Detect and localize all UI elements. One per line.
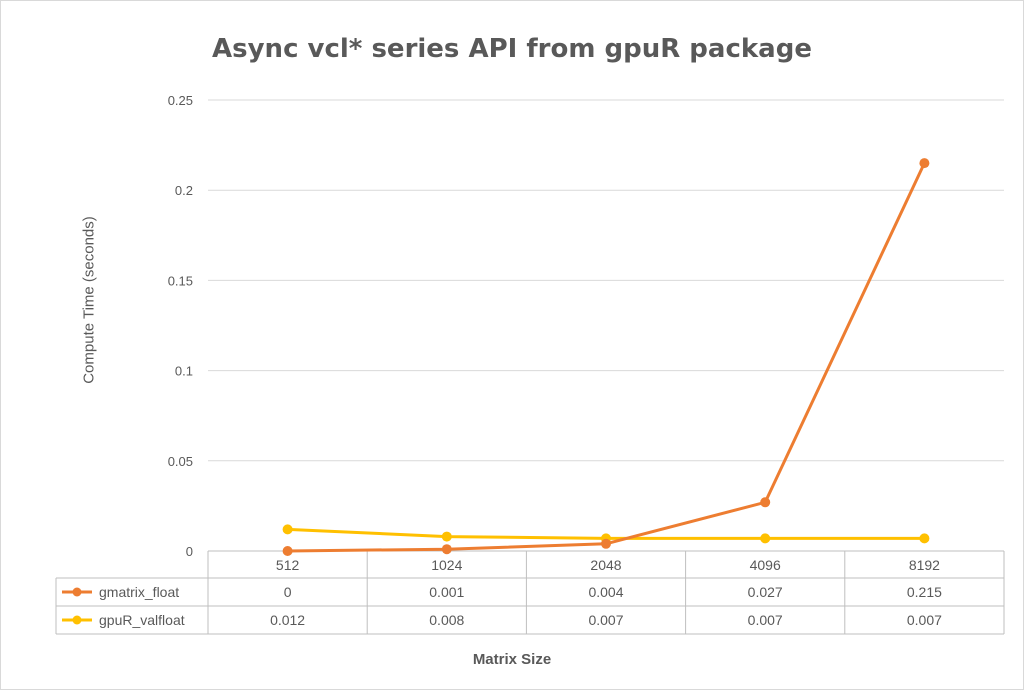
x-axis-label: Matrix Size [472, 651, 552, 668]
data-point [282, 546, 293, 556]
table-cell: 0.215 [907, 584, 942, 600]
x-tick-label: 2048 [590, 557, 621, 573]
table-cell: 0.012 [270, 612, 305, 628]
y-tick-labels: 0 0.05 0.1 0.15 0.2 0.25 [168, 93, 193, 559]
table-cell: 0 [284, 584, 292, 600]
legend-label: gpuR_valfloat [99, 612, 185, 628]
legend-marker [72, 587, 82, 597]
table-cell: 0.004 [588, 584, 623, 600]
legend-marker [72, 615, 82, 625]
table-cell: 0.007 [907, 612, 942, 628]
series-points [282, 158, 930, 556]
y-tick-label: 0.15 [168, 273, 193, 288]
data-point [760, 533, 771, 544]
data-point [441, 531, 452, 542]
table-cell: 0.001 [429, 584, 464, 600]
legend-label: gmatrix_float [99, 584, 179, 600]
y-tick-label: 0.05 [168, 454, 193, 469]
table-cell: 0.027 [748, 584, 783, 600]
x-tick-label: 512 [276, 557, 300, 573]
y-tick-label: 0.1 [175, 364, 193, 379]
y-tick-label: 0 [186, 544, 193, 559]
series-line [287, 162, 926, 553]
table-cell: 0.007 [748, 612, 783, 628]
data-point [919, 158, 930, 169]
data-point [760, 497, 771, 508]
data-table: 512 1024 2048 4096 8192 gmatrix_float 0 0.001 0.… [55, 550, 1005, 635]
chart-title: Async vcl* series API from gpuR package [212, 34, 812, 64]
y-tick-label: 0.2 [175, 183, 193, 198]
table-cell: 0.008 [429, 612, 464, 628]
data-point [919, 533, 930, 544]
gridlines [208, 99, 1004, 462]
x-tick-label: 4096 [750, 557, 781, 573]
series-lines [287, 162, 926, 553]
data-point [282, 524, 293, 535]
table-cell: 0.007 [588, 612, 623, 628]
x-tick-label: 8192 [909, 557, 940, 573]
x-tick-label: 1024 [431, 557, 462, 573]
y-tick-label: 0.25 [168, 93, 193, 108]
data-point [441, 544, 452, 555]
data-point [601, 538, 611, 549]
